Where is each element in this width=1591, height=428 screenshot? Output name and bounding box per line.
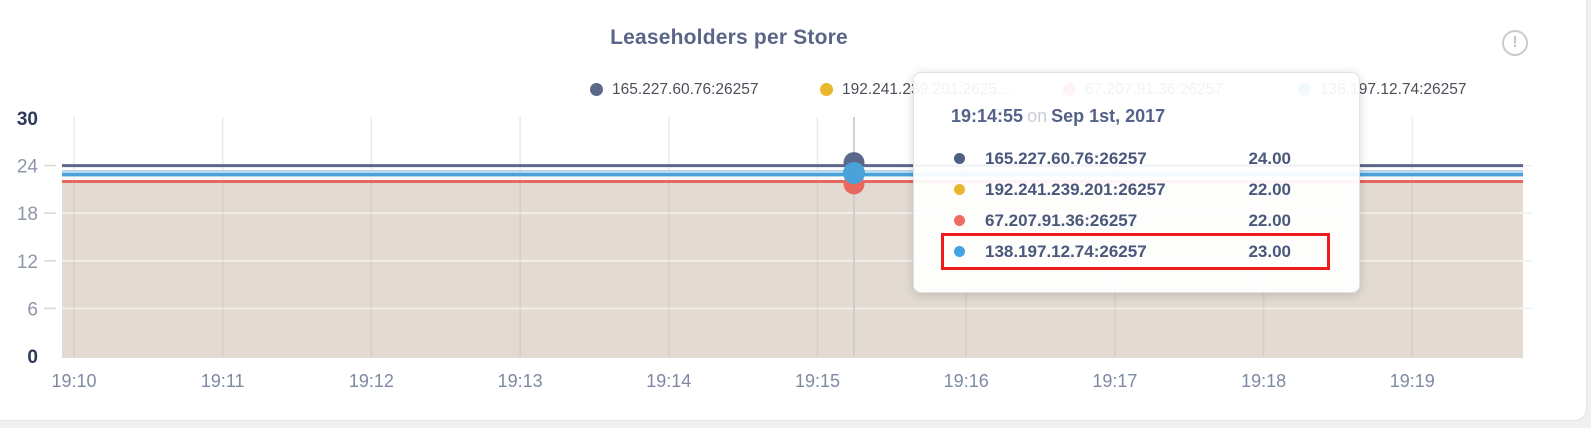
x-axis-label: 19:16 [944, 371, 989, 391]
tooltip-connector: on [1027, 106, 1048, 126]
y-axis-label: 18 [17, 204, 38, 225]
y-axis-label: 0 [27, 347, 38, 368]
tooltip-series-value: 24.00 [1248, 148, 1291, 168]
legend-label: 165.227.60.76:26257 [612, 80, 759, 98]
tooltip-series-dot-icon [954, 153, 965, 164]
hover-marker-138.197.12.74:26257 [843, 162, 865, 185]
x-axis-label: 19:13 [498, 371, 543, 391]
tooltip-series-name: 67.207.91.36:26257 [985, 210, 1138, 230]
tooltip-row-138.197.12.74:26257: 138.197.12.74:26257 23.00 [914, 236, 1359, 267]
y-axis-label: 6 [27, 299, 38, 320]
legend-item-165.227.60.76:26257[interactable]: 165.227.60.76:26257 [590, 81, 759, 98]
x-axis-label: 19:17 [1092, 371, 1137, 391]
tooltip-series-name: 165.227.60.76:26257 [985, 148, 1147, 168]
exclamation-glyph: ! [1512, 34, 1518, 51]
tooltip-highlight-box [941, 233, 1330, 270]
tooltip-series-value: 22.00 [1248, 179, 1291, 199]
tooltip-series-dot-icon [954, 246, 965, 257]
tooltip-series-dot-icon [954, 184, 965, 195]
tooltip-series-dot-icon [954, 215, 965, 226]
chart-title: Leaseholders per Store [610, 26, 848, 49]
legend-dot-icon [820, 83, 833, 96]
info-circle-icon[interactable]: ! [1502, 30, 1528, 56]
tooltip-row-165.227.60.76:26257: 165.227.60.76:26257 24.00 [914, 143, 1359, 174]
y-axis-label: 12 [17, 252, 38, 273]
x-axis-label: 19:11 [201, 371, 245, 391]
chart-tooltip: 19:14:55 on Sep 1st, 2017 165.227.60.76:26… [913, 72, 1360, 293]
tooltip-series-name: 192.241.239.201:26257 [985, 179, 1166, 199]
tooltip-timestamp: 19:14:55 on Sep 1st, 2017 [951, 106, 1165, 127]
y-axis-label: 30 [17, 109, 38, 130]
y-axis-label: 24 [17, 157, 39, 178]
x-axis-label: 19:10 [51, 371, 96, 391]
tooltip-date: Sep 1st, 2017 [1051, 106, 1166, 126]
tooltip-row-192.241.239.201:26257: 192.241.239.201:26257 22.00 [914, 174, 1359, 205]
x-axis-label: 19:12 [349, 371, 394, 391]
tooltip-series-name: 138.197.12.74:26257 [985, 241, 1147, 261]
x-axis-label: 19:14 [646, 371, 691, 391]
legend-dot-icon [590, 83, 603, 96]
x-axis-label: 19:19 [1390, 371, 1435, 391]
x-axis-label: 19:18 [1241, 371, 1286, 391]
tooltip-time: 19:14:55 [951, 106, 1024, 126]
tooltip-series-value: 23.00 [1248, 241, 1291, 261]
x-axis-label: 19:15 [795, 371, 840, 391]
tooltip-series-value: 22.00 [1248, 210, 1291, 230]
tooltip-row-67.207.91.36:26257: 67.207.91.36:26257 22.00 [914, 205, 1359, 236]
